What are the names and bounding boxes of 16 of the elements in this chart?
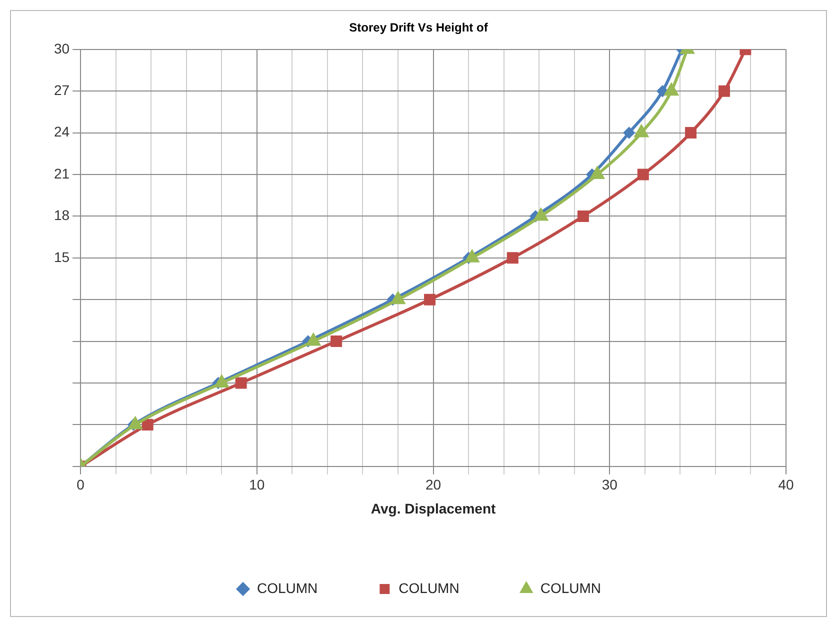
y-tick-label: 15	[54, 248, 70, 265]
legend-label: COLUMN	[540, 580, 602, 596]
legend-label: COLUMN	[398, 580, 460, 596]
x-tick-label: 0	[76, 476, 85, 493]
x-tick-label: 30	[602, 476, 618, 493]
y-tick-label: 24	[54, 124, 70, 140]
y-tick-label: 21	[54, 165, 70, 182]
y-tick-label: 30	[54, 40, 70, 56]
x-tick-label: 20	[425, 476, 442, 493]
y-tick-label: 27	[54, 82, 70, 98]
x-tick-label: 10	[249, 476, 265, 493]
chart-title: Storey Drift Vs Height of	[349, 20, 489, 35]
x-axis-title: Avg. Displacement	[370, 500, 496, 516]
y-tick-label: 18	[54, 207, 70, 224]
x-tick-label: 40	[778, 476, 794, 493]
legend-label: COLUMN	[256, 580, 318, 596]
